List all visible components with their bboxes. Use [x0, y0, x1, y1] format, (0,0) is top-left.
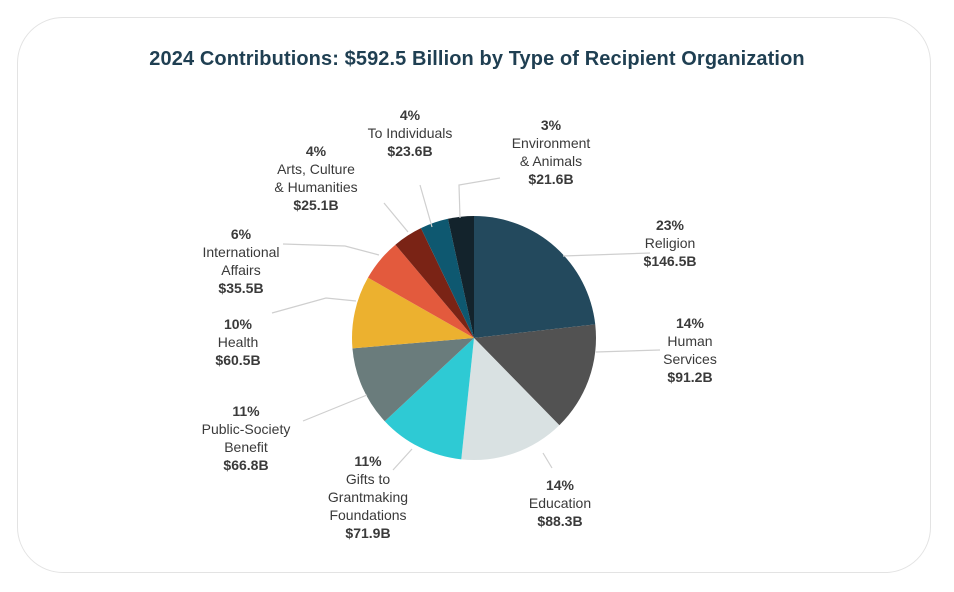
slice-category: Health	[218, 334, 258, 350]
leader-line-arts-culture-and-humanities	[383, 202, 409, 233]
slice-category: Human	[667, 333, 712, 349]
slice-label-arts-culture-and-humanities: 4% Arts, Culture & Humanities $25.1B	[274, 143, 357, 213]
slice-label-international-affairs: 6% International Affairs $35.5B	[202, 226, 279, 296]
slice-label-gifts-to-grantmaking-foundations: 11% Gifts to Grantmaking Foundations $71.9B	[328, 453, 408, 541]
slice-category: Services	[663, 351, 717, 367]
slice-label-religion: 23% Religion $146.5B	[644, 217, 697, 269]
slice-category: Gifts to	[346, 471, 391, 487]
slice-human-services	[474, 324, 597, 426]
slice-religion	[474, 216, 596, 338]
slice-education	[461, 338, 560, 460]
slice-amount: $25.1B	[293, 197, 338, 213]
slice-environment-and-animals	[447, 216, 474, 338]
slice-amount: $66.8B	[223, 457, 268, 473]
slice-percent: 11%	[232, 403, 260, 419]
slice-category: Foundations	[329, 507, 406, 523]
slice-amount: $21.6B	[528, 171, 573, 187]
slice-category: Affairs	[221, 262, 260, 278]
slice-amount: $71.9B	[345, 525, 390, 541]
slice-category: & Humanities	[274, 179, 357, 195]
leader-line-gifts-to-grantmaking-foundations	[392, 448, 413, 471]
leader-line-education	[542, 452, 553, 469]
slice-international-affairs	[367, 244, 474, 338]
slice-percent: 4%	[306, 143, 327, 159]
leader-line-public-society-benefit	[302, 394, 368, 422]
leader-line-international-affairs	[282, 243, 380, 256]
slice-label-public-society-benefit: 11% Public-Society Benefit $66.8B	[202, 403, 291, 473]
slice-percent: 14%	[546, 477, 575, 493]
slice-percent: 23%	[656, 217, 685, 233]
leader-line-human-services	[595, 349, 661, 353]
slice-category: Education	[529, 495, 591, 511]
slice-percent: 4%	[400, 107, 421, 123]
slice-percent: 6%	[231, 226, 252, 242]
slice-health	[351, 277, 474, 349]
slice-percent: 10%	[224, 316, 253, 332]
slice-label-human-services: 14% Human Services $91.2B	[663, 315, 717, 385]
slice-amount: $35.5B	[218, 280, 263, 296]
slice-category: Grantmaking	[328, 489, 408, 505]
slice-amount: $60.5B	[215, 352, 260, 368]
slice-amount: $23.6B	[387, 143, 432, 159]
slice-public-society-benefit	[352, 338, 474, 422]
slice-percent: 11%	[354, 453, 382, 469]
leader-line-religion	[562, 252, 651, 257]
slice-label-education: 14% Education $88.3B	[529, 477, 591, 529]
slice-amount: $88.3B	[537, 513, 582, 529]
slice-gifts-to-grantmaking-foundations	[384, 338, 474, 460]
slice-category: & Animals	[520, 153, 582, 169]
slice-to-individuals	[420, 218, 474, 338]
slice-category: International	[202, 244, 279, 260]
chart-title: 2024 Contributions: $592.5 Billion by Ty…	[149, 48, 805, 70]
slice-category: Benefit	[224, 439, 268, 455]
leader-line-environment-and-animals	[458, 177, 501, 219]
slice-label-to-individuals: 4% To Individuals $23.6B	[368, 107, 453, 159]
slice-category: To Individuals	[368, 125, 453, 141]
slice-label-health: 10% Health $60.5B	[215, 316, 260, 368]
slice-percent: 3%	[541, 117, 562, 133]
slice-arts-culture-and-humanities	[395, 228, 474, 338]
slice-category: Environment	[512, 135, 591, 151]
slice-category: Religion	[645, 235, 696, 251]
slice-category: Public-Society	[202, 421, 291, 437]
leader-line-health	[271, 297, 357, 314]
slice-amount: $91.2B	[667, 369, 712, 385]
slice-percent: 14%	[676, 315, 705, 331]
slice-label-environment-and-animals: 3% Environment & Animals $21.6B	[512, 117, 591, 187]
leader-line-to-individuals	[419, 184, 433, 228]
slice-amount: $146.5B	[644, 253, 697, 269]
slice-category: Arts, Culture	[277, 161, 355, 177]
